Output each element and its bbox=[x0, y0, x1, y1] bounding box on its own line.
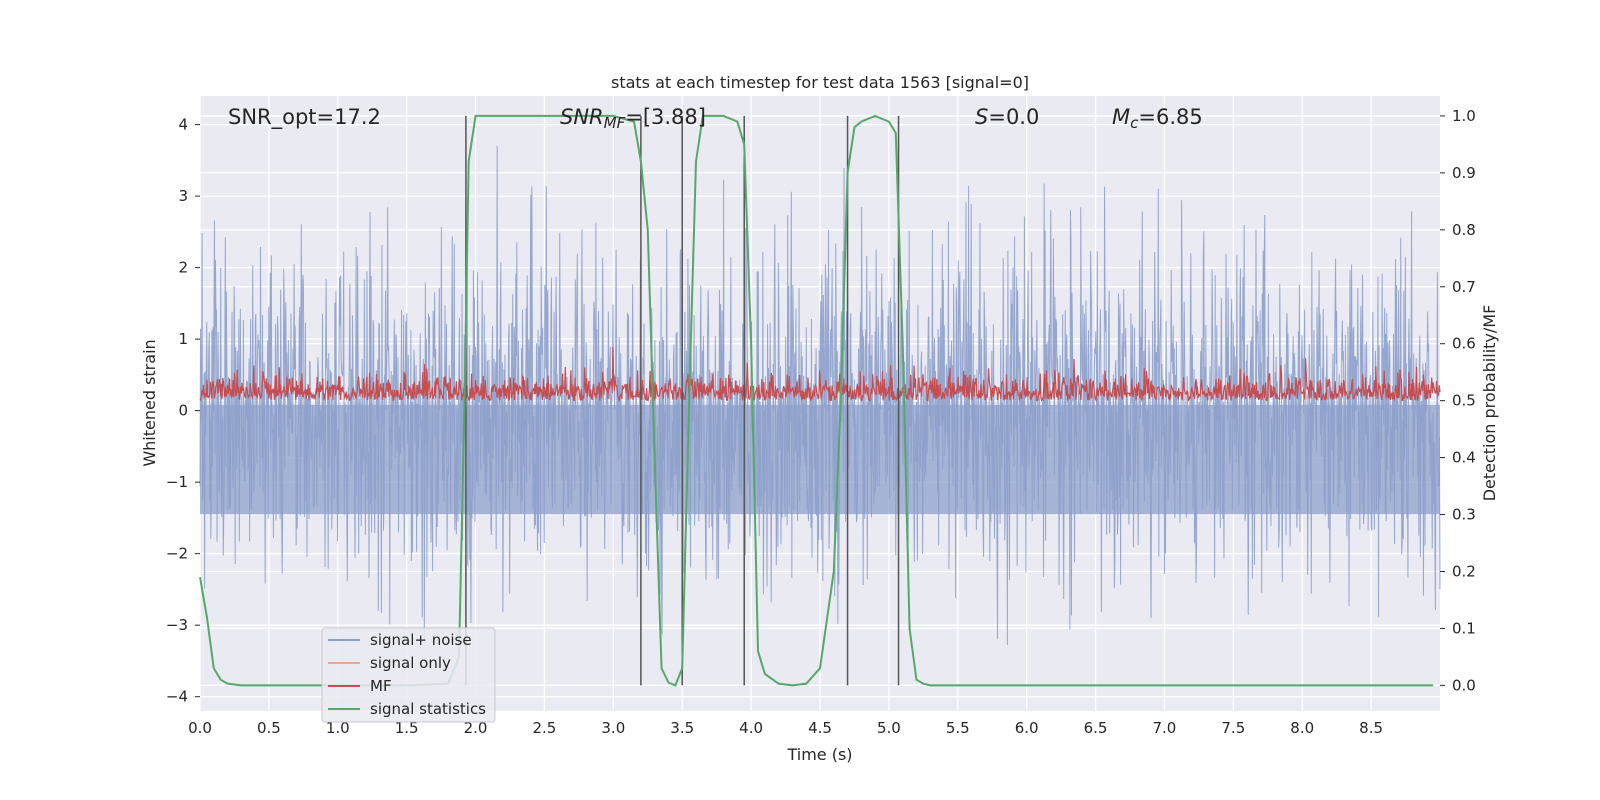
x-tick-label: 8.0 bbox=[1290, 719, 1314, 737]
y-axis-label: Whitened strain bbox=[140, 339, 159, 466]
y-tick-label: 4 bbox=[178, 116, 188, 134]
y-right-tick-label: 0.0 bbox=[1452, 676, 1476, 694]
y-right-tick-label: 0.1 bbox=[1452, 619, 1476, 637]
y-right-tick-label: 0.9 bbox=[1452, 164, 1476, 182]
y-right-tick-label: 0.6 bbox=[1452, 335, 1476, 353]
legend-label-mf: MF bbox=[370, 677, 392, 695]
x-tick-label: 1.5 bbox=[395, 719, 419, 737]
y-tick-label: −1 bbox=[166, 473, 188, 491]
x-tick-label: 2.5 bbox=[533, 719, 557, 737]
annotation-snr-mf-symbol: SNR bbox=[560, 105, 604, 129]
legend-box bbox=[321, 627, 496, 723]
y-tick-label: −4 bbox=[166, 688, 188, 706]
series-mf bbox=[199, 346, 1441, 403]
x-tick-label: 0.5 bbox=[257, 719, 281, 737]
legend: signal+ noise signal only MF signal stat… bbox=[321, 627, 496, 723]
x-tick-label: 3.0 bbox=[601, 719, 625, 737]
x-tick-label: 2.0 bbox=[464, 719, 488, 737]
x-axis-label: Time (s) bbox=[786, 745, 852, 764]
x-tick-label: 3.5 bbox=[670, 719, 694, 737]
signal-noise-core-band bbox=[200, 404, 1440, 515]
annotation-mc-value: =6.85 bbox=[1138, 105, 1202, 129]
annotation-s-symbol: S bbox=[975, 105, 988, 129]
y-tick-label: 1 bbox=[178, 330, 188, 348]
annotation-snr-mf-value: =[3.88] bbox=[625, 105, 706, 129]
series-signal-noise bbox=[199, 146, 1441, 646]
legend-label-signal-only: signal only bbox=[370, 654, 451, 672]
y-right-tick-label: 0.3 bbox=[1452, 506, 1476, 524]
annotation-mc-symbol: M bbox=[1112, 105, 1130, 129]
y-tick-label: −3 bbox=[166, 616, 188, 634]
chart-title: stats at each timestep for test data 156… bbox=[611, 73, 1029, 92]
x-tick-label: 8.5 bbox=[1359, 719, 1383, 737]
x-tick-label: 5.5 bbox=[946, 719, 970, 737]
vertical-lines bbox=[465, 115, 900, 686]
x-tick-labels: 0.0 0.5 1.0 1.5 2.0 2.5 3.0 3.5 4.0 4.5 5.0 5.5 6.0 6… bbox=[188, 719, 1383, 737]
y-right-tick-label: 0.8 bbox=[1452, 221, 1476, 239]
y-right-tick-labels: 1.0 0.9 0.8 0.7 0.6 0.5 0.4 0.3 0.2 0.1 0.0 bbox=[1440, 107, 1476, 694]
y-right-tick-label: 1.0 bbox=[1452, 107, 1476, 125]
series-line-signal-noise bbox=[199, 146, 1441, 646]
x-tick-label: 4.0 bbox=[739, 719, 763, 737]
annotation-snr-mf: SNRMF=[3.88] bbox=[560, 105, 706, 132]
x-tick-label: 6.0 bbox=[1015, 719, 1039, 737]
y-right-tick-label: 0.2 bbox=[1452, 562, 1476, 580]
x-tick-label: 5.0 bbox=[877, 719, 901, 737]
annotation-snr-mf-subscript: MF bbox=[604, 114, 626, 132]
x-tick-label: 0.0 bbox=[188, 719, 212, 737]
y-right-tick-label: 0.4 bbox=[1452, 449, 1476, 467]
y-tick-labels: 4 3 2 1 0 −1 −2 −3 −4 bbox=[166, 116, 200, 706]
legend-label-signal-statistics: signal statistics bbox=[370, 700, 486, 718]
x-tick-label: 6.5 bbox=[1084, 719, 1108, 737]
annotation-s: S=0.0 bbox=[975, 105, 1039, 129]
y-tick-label: 3 bbox=[178, 187, 188, 205]
series-line-mf bbox=[199, 346, 1441, 403]
annotation-s-value: =0.0 bbox=[988, 105, 1039, 129]
x-tick-label: 7.5 bbox=[1221, 719, 1245, 737]
annotation-snr-opt: SNR_opt=17.2 bbox=[228, 105, 381, 130]
x-tick-label: 4.5 bbox=[808, 719, 832, 737]
y-right-tick-label: 0.5 bbox=[1452, 392, 1476, 410]
y-tick-label: 0 bbox=[178, 402, 188, 420]
y-right-axis-label: Detection probability/MF bbox=[1480, 305, 1499, 502]
y-tick-label: 2 bbox=[178, 259, 188, 277]
legend-label-signal-noise: signal+ noise bbox=[370, 631, 472, 649]
y-right-tick-label: 0.7 bbox=[1452, 278, 1476, 296]
x-tick-label: 1.0 bbox=[326, 719, 350, 737]
x-tick-label: 7.0 bbox=[1153, 719, 1177, 737]
y-tick-label: −2 bbox=[166, 545, 188, 563]
annotation-mc-subscript: c bbox=[1130, 114, 1139, 132]
annotation-mc: Mc=6.85 bbox=[1112, 105, 1203, 132]
